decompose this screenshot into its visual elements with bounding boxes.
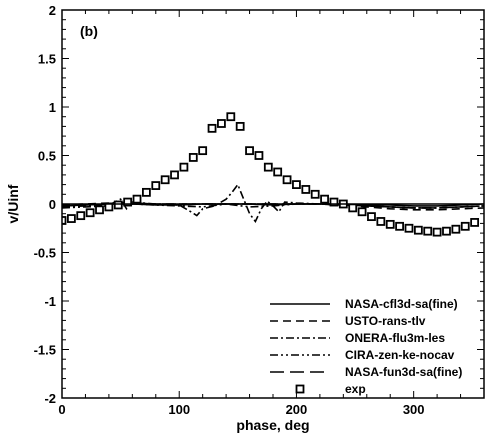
exp-marker bbox=[141, 187, 151, 197]
y-tick-label: 0.5 bbox=[38, 149, 56, 164]
exp-marker bbox=[385, 219, 395, 229]
y-tick-label: 2 bbox=[49, 3, 56, 18]
legend: NASA-cfl3d-sa(fine) USTO-rans-tlv ONERA-fl… bbox=[270, 297, 462, 396]
exp-marker bbox=[310, 189, 320, 199]
y-tick-label: -1.5 bbox=[34, 343, 56, 358]
exp-marker bbox=[413, 225, 423, 235]
exp-marker bbox=[442, 226, 451, 236]
y-tick-label: -1 bbox=[44, 294, 56, 309]
y-tick-label: 0 bbox=[49, 197, 56, 212]
exp-marker bbox=[235, 122, 245, 131]
y-tick-label: -0.5 bbox=[34, 246, 56, 261]
legend-marker bbox=[295, 384, 305, 394]
exp-marker bbox=[62, 216, 67, 225]
exp-marker bbox=[66, 214, 76, 223]
legend-label: exp bbox=[345, 382, 366, 396]
exp-marker bbox=[273, 167, 283, 177]
exp-marker bbox=[95, 205, 104, 215]
exp-marker bbox=[113, 200, 123, 210]
y-axis-title: v/Uinf bbox=[5, 184, 21, 223]
exp-marker bbox=[76, 211, 86, 221]
panel-label: (b) bbox=[80, 23, 98, 39]
x-tick-label: 200 bbox=[286, 402, 308, 417]
legend-label: NASA-cfl3d-sa(fine) bbox=[345, 297, 458, 311]
x-tick-label: 300 bbox=[403, 402, 425, 417]
exp-marker bbox=[404, 223, 414, 233]
y-tick-label: 1 bbox=[49, 100, 56, 115]
x-tick-label: 100 bbox=[168, 402, 190, 417]
exp-marker bbox=[217, 119, 226, 128]
exp-marker bbox=[320, 194, 329, 204]
legend-label: NASA-fun3d-sa(fine) bbox=[345, 365, 462, 379]
exp-marker bbox=[395, 221, 405, 231]
exp-marker bbox=[460, 221, 470, 231]
exp-marker bbox=[132, 194, 142, 204]
exp-marker bbox=[188, 153, 198, 162]
y-tick-label: 1.5 bbox=[38, 52, 56, 67]
exp-marker bbox=[423, 226, 433, 236]
exp-marker bbox=[123, 197, 133, 207]
exp-marker bbox=[432, 227, 442, 237]
x-tick-label: 0 bbox=[58, 402, 65, 417]
exp-marker bbox=[282, 175, 292, 185]
exp-marker bbox=[207, 123, 217, 133]
exp-marker bbox=[329, 197, 339, 207]
exp-marker bbox=[198, 146, 208, 156]
axes-layer: 0 100 200 300 2 1.5 1 0.5 0 -0.5 -1 -1.5 -2 bbox=[34, 3, 485, 417]
exp-marker bbox=[170, 170, 179, 180]
exp-marker bbox=[376, 217, 386, 226]
exp-marker bbox=[85, 208, 95, 218]
legend-label: CIRA-zen-ke-nocav bbox=[345, 348, 455, 362]
exp-marker bbox=[151, 181, 161, 190]
exp-marker bbox=[245, 146, 254, 156]
series-layer bbox=[62, 112, 484, 237]
exp-marker bbox=[367, 212, 376, 222]
exp-marker bbox=[470, 218, 480, 227]
legend-label: ONERA-flu3m-les bbox=[345, 331, 445, 345]
exp-marker bbox=[292, 180, 301, 190]
exp-marker bbox=[348, 203, 358, 213]
exp-marker bbox=[263, 162, 273, 172]
exp-marker bbox=[226, 112, 236, 122]
exp-marker bbox=[160, 175, 170, 185]
exp-marker bbox=[254, 151, 264, 160]
legend-label: USTO-rans-tlv bbox=[345, 314, 426, 328]
exp-marker bbox=[357, 207, 367, 217]
y-tick-label: -2 bbox=[44, 391, 56, 406]
exp-marker bbox=[451, 224, 461, 234]
exp-marker bbox=[301, 185, 311, 194]
x-axis-title: phase, deg bbox=[236, 417, 309, 433]
exp-marker bbox=[179, 162, 189, 172]
